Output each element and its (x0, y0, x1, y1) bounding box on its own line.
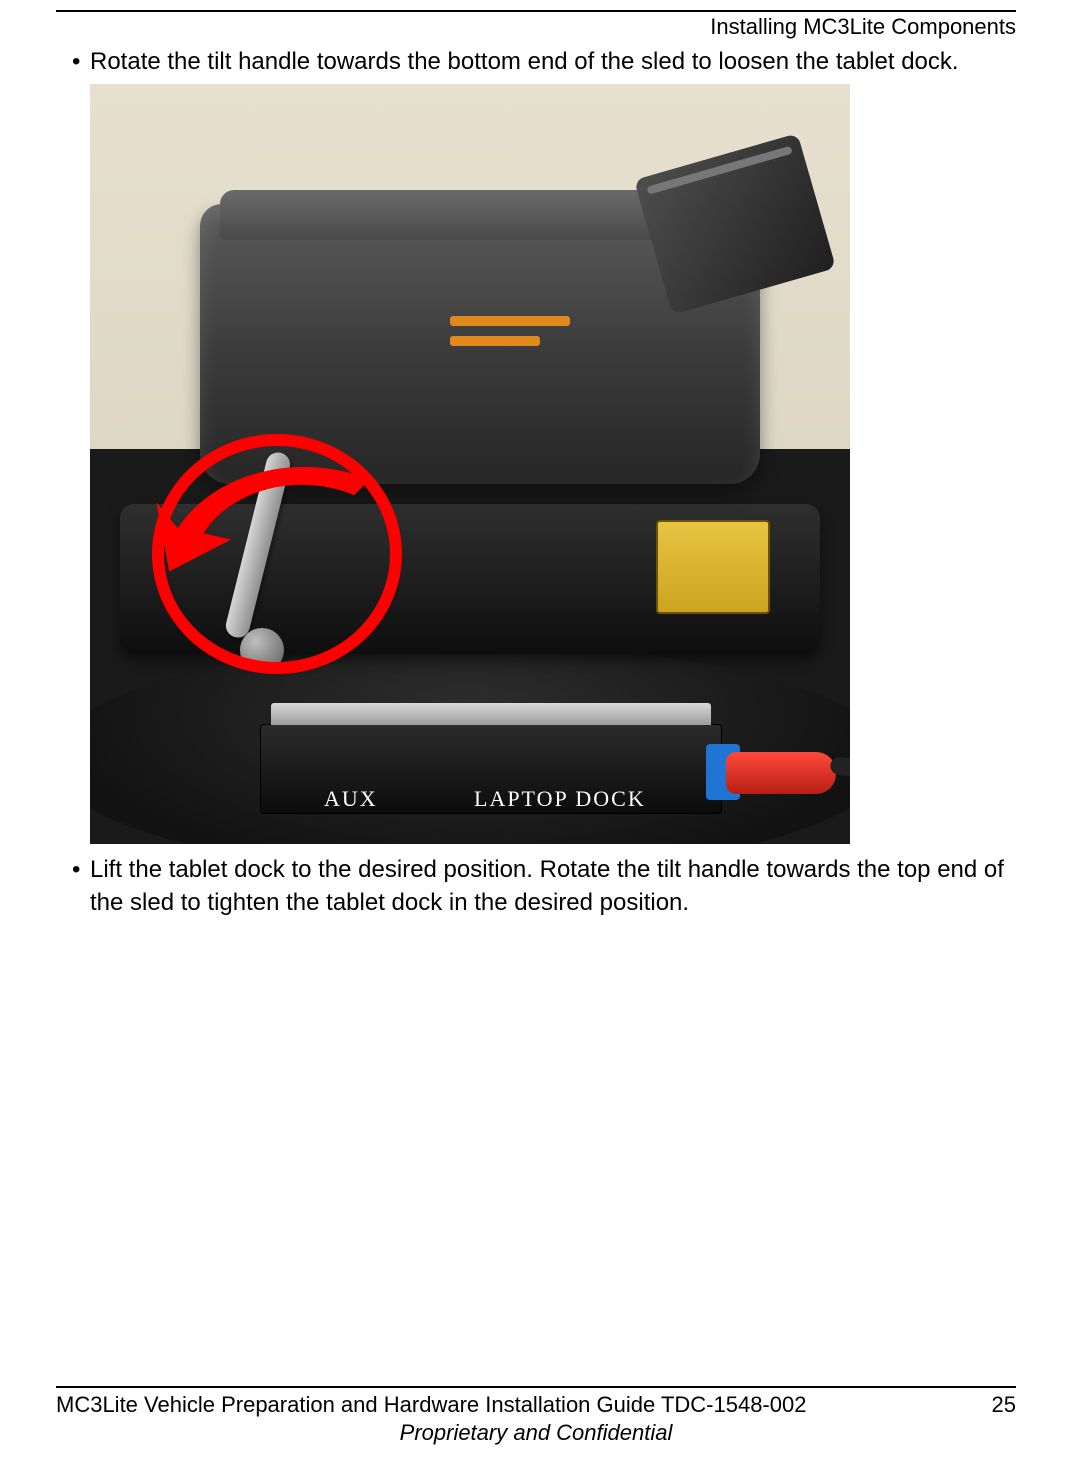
instruction-text-2: Lift the tablet dock to the desired posi… (90, 854, 1016, 919)
instruction-bullet-1: • Rotate the tilt handle towards the bot… (72, 46, 1016, 78)
confidentiality-notice: Proprietary and Confidential (56, 1420, 1016, 1446)
annotation-arrow-icon (148, 410, 388, 590)
red-power-plug (726, 752, 836, 794)
bullet-marker: • (72, 46, 90, 78)
instruction-bullet-2: • Lift the tablet dock to the desired po… (72, 854, 1016, 919)
instruction-text-1: Rotate the tilt handle towards the botto… (90, 46, 1016, 78)
section-header: Installing MC3Lite Components (56, 14, 1016, 40)
footer-row: MC3Lite Vehicle Preparation and Hardware… (56, 1392, 1016, 1418)
aux-port-label: AUX (324, 786, 378, 812)
figure-container: AUX LAPTOP DOCK (90, 84, 1016, 844)
page-number: 25 (992, 1392, 1016, 1418)
power-box-flange (271, 703, 711, 725)
orange-guide-1 (450, 316, 570, 326)
header-rule (56, 10, 1016, 12)
document-title: MC3Lite Vehicle Preparation and Hardware… (56, 1392, 806, 1418)
footer-rule (56, 1386, 1016, 1388)
laptop-dock-port-label: LAPTOP DOCK (474, 786, 646, 812)
tablet-dock-photo: AUX LAPTOP DOCK (90, 84, 850, 844)
page-footer: MC3Lite Vehicle Preparation and Hardware… (56, 1386, 1016, 1446)
warning-sticker (656, 520, 770, 614)
page: Installing MC3Lite Components • Rotate t… (0, 10, 1072, 1470)
orange-guide-2 (450, 336, 540, 346)
bullet-marker: • (72, 854, 90, 886)
content-area: • Rotate the tilt handle towards the bot… (56, 46, 1016, 919)
